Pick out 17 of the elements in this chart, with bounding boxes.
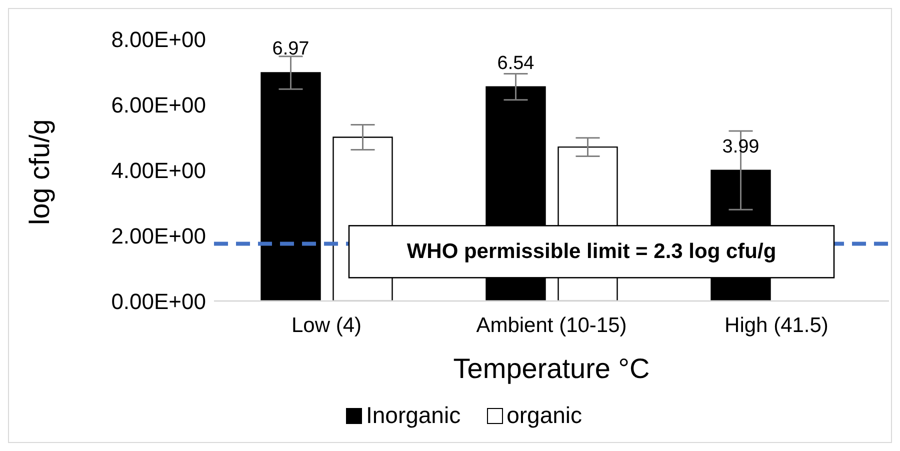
data-label: 6.54 [497,52,535,74]
y-tick-label: 4.00E+00 [111,158,206,183]
legend-label: Inorganic [364,402,461,429]
data-label: 3.99 [722,136,760,158]
x-axis-title: Temperature °C [453,353,650,384]
x-tick-label: Low (4) [291,314,362,337]
y-tick-label: 8.00E+00 [111,26,206,52]
y-axis-title: log cfu/g [24,119,55,225]
y-tick-label: 2.00E+00 [111,223,206,248]
data-label: 6.97 [272,38,310,60]
y-tick-label: 0.00E+00 [111,288,206,314]
bar [260,72,321,301]
x-tick-label: High (41.5) [724,314,828,337]
x-tick-label: Ambient (10-15) [476,314,627,337]
y-tick-label: 6.00E+00 [111,92,206,118]
legend-label: organic [506,402,582,429]
annotation: WHO permissible limit = 2.3 log cfu/g [406,240,776,264]
